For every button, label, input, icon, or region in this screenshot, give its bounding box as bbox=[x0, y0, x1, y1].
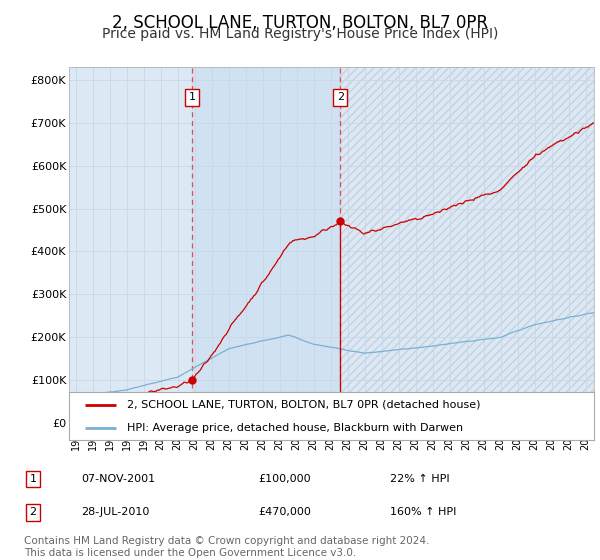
Bar bbox=[192, 67, 340, 423]
Text: HPI: Average price, detached house, Blackburn with Darwen: HPI: Average price, detached house, Blac… bbox=[127, 423, 463, 433]
Text: 160% ↑ HPI: 160% ↑ HPI bbox=[390, 507, 457, 517]
Text: £470,000: £470,000 bbox=[258, 507, 311, 517]
Text: 2, SCHOOL LANE, TURTON, BOLTON, BL7 0PR: 2, SCHOOL LANE, TURTON, BOLTON, BL7 0PR bbox=[112, 14, 488, 32]
Text: 2, SCHOOL LANE, TURTON, BOLTON, BL7 0PR (detached house): 2, SCHOOL LANE, TURTON, BOLTON, BL7 0PR … bbox=[127, 400, 480, 410]
Text: 22% ↑ HPI: 22% ↑ HPI bbox=[390, 474, 449, 484]
Text: 1: 1 bbox=[188, 92, 196, 102]
Text: 2: 2 bbox=[29, 507, 37, 517]
Text: Price paid vs. HM Land Registry's House Price Index (HPI): Price paid vs. HM Land Registry's House … bbox=[102, 27, 498, 41]
Text: Contains HM Land Registry data © Crown copyright and database right 2024.
This d: Contains HM Land Registry data © Crown c… bbox=[24, 536, 430, 558]
Text: 07-NOV-2001: 07-NOV-2001 bbox=[81, 474, 155, 484]
Text: 1: 1 bbox=[29, 474, 37, 484]
Bar bbox=[340, 67, 594, 423]
Text: £100,000: £100,000 bbox=[258, 474, 311, 484]
Text: 28-JUL-2010: 28-JUL-2010 bbox=[81, 507, 149, 517]
Text: 2: 2 bbox=[337, 92, 344, 102]
